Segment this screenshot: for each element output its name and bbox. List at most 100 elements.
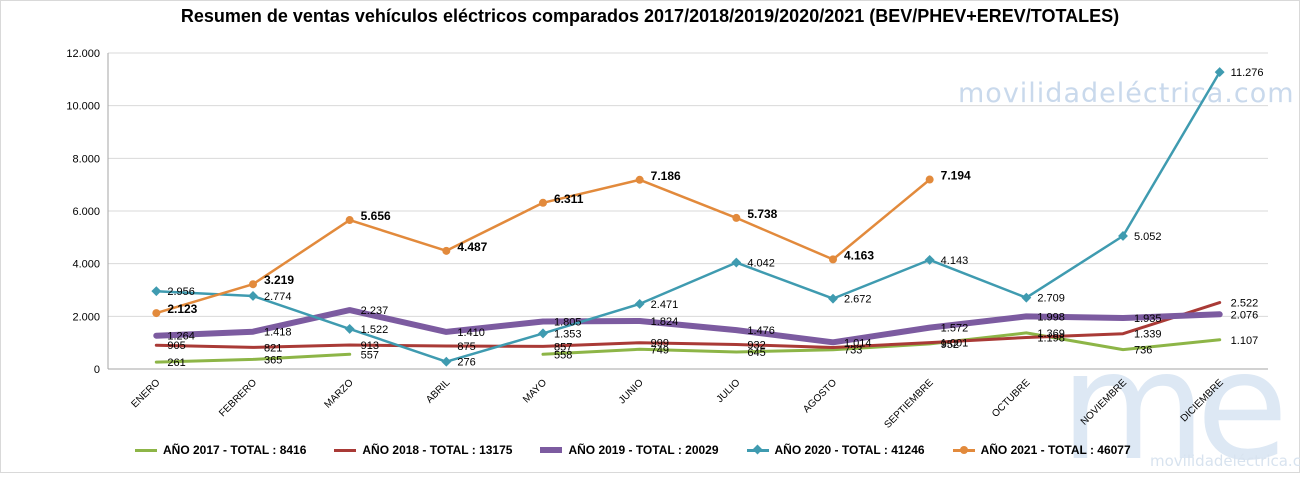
data-label: 1.522: [361, 324, 389, 336]
x-tick-label: FEBRERO: [217, 377, 259, 419]
data-label: 4.163: [844, 248, 874, 262]
x-tick-label: NOVIEMBRE: [1079, 377, 1129, 427]
data-point: [828, 293, 838, 304]
legend-item: AÑO 2018 - TOTAL : 13175: [334, 443, 512, 457]
data-label: 1.107: [1231, 335, 1259, 347]
data-label: 2.672: [844, 294, 872, 306]
legend-label: AÑO 2019 - TOTAL : 20029: [568, 443, 719, 457]
data-label: 261: [167, 357, 185, 369]
data-point: [538, 328, 548, 339]
data-label: 733: [844, 345, 862, 357]
legend-swatch: [952, 445, 975, 454]
x-tick-label: ENERO: [130, 377, 163, 410]
x-tick-label: AGOSTO: [801, 377, 839, 415]
legend-swatch: [334, 448, 357, 452]
data-label: 749: [651, 344, 669, 356]
x-tick-label: ABRIL: [424, 377, 453, 406]
watermark-text: movilidadeléctrica.com: [958, 78, 1295, 109]
data-label: 558: [554, 349, 572, 361]
data-labels: 261 365 557 558 749 645 733 952 1.369 736 1.107 905…: [167, 67, 1263, 369]
data-point: [829, 255, 837, 264]
data-label: 4.143: [941, 255, 969, 267]
legend-item: AÑO 2017 - TOTAL : 8416: [135, 443, 306, 457]
legend-swatch: [746, 444, 769, 454]
data-label: 2.237: [361, 305, 389, 317]
legend: AÑO 2017 - TOTAL : 8416 AÑO 2018 - TOTAL …: [135, 443, 1131, 457]
series-line: [153, 307, 1223, 346]
data-label: 857: [554, 341, 572, 353]
data-label: 1.410: [457, 327, 485, 339]
y-tick-label: 2.000: [72, 311, 100, 323]
series-lines: [151, 67, 1225, 367]
data-label: 645: [747, 347, 765, 359]
data-point: [925, 175, 934, 184]
x-tick-label: MARZO: [322, 377, 355, 410]
data-label: 1.476: [747, 325, 775, 337]
data-label: 1.998: [1037, 311, 1065, 323]
watermark-logo: me: [1060, 320, 1288, 494]
y-tick-label: 4.000: [72, 259, 100, 271]
data-point: [441, 356, 452, 367]
data-label: 1.353: [554, 328, 582, 340]
data-label: 1.014: [844, 337, 872, 349]
x-tick-label: JUNIO: [617, 377, 646, 406]
data-label: 932: [747, 339, 765, 351]
data-label: 11.276: [1231, 67, 1264, 79]
y-tick-label: 0: [94, 364, 100, 376]
y-tick-label: 12.000: [66, 48, 100, 60]
data-point: [539, 198, 547, 207]
data-label: 2.522: [1231, 298, 1259, 310]
data-label: 1.264: [167, 331, 195, 343]
data-label: 5.656: [361, 209, 391, 223]
data-point: [1118, 231, 1128, 241]
data-label: 6.311: [554, 192, 584, 206]
x-tick-label: SEPTIEMBRE: [882, 377, 936, 431]
watermark-footer-text: movilidadeléctrica.com: [1150, 452, 1300, 470]
x-tick-label: JULIO: [715, 377, 743, 405]
legend-label: AÑO 2017 - TOTAL : 8416: [163, 443, 307, 457]
legend-label: AÑO 2021 - TOTAL : 46077: [980, 443, 1131, 457]
data-point: [249, 280, 257, 289]
legend-item: AÑO 2019 - TOTAL : 20029: [540, 443, 719, 457]
legend-item: AÑO 2020 - TOTAL : 41246: [746, 443, 925, 457]
data-label: 557: [361, 349, 379, 361]
legend-item: AÑO 2021 - TOTAL : 46077: [952, 443, 1131, 457]
data-label: 5.738: [747, 207, 777, 221]
data-point: [442, 246, 451, 255]
data-label: 2.471: [651, 299, 679, 311]
data-label: 1.805: [554, 316, 582, 328]
data-label: 1.418: [264, 327, 292, 339]
y-tick-label: 10.000: [66, 101, 100, 113]
data-label: 1.001: [941, 338, 969, 350]
data-label: 2.956: [167, 286, 195, 298]
line-chart: 0 2.000 4.000 6.000 8.000 10.000 12.000 ENERO FE…: [66, 48, 1268, 431]
data-label: 3.219: [264, 273, 294, 287]
data-point: [248, 291, 258, 301]
data-label: 1.572: [941, 323, 969, 335]
data-label: 2.123: [167, 302, 197, 316]
series-line: [155, 70, 1221, 363]
legend-marker: [752, 444, 762, 454]
data-label: 4.042: [747, 258, 775, 270]
data-point: [732, 213, 741, 222]
data-label: 1.339: [1134, 329, 1162, 341]
x-tick-label: MAYO: [521, 377, 549, 405]
y-tick-label: 8.000: [72, 153, 100, 165]
x-tick-label: OCTUBRE: [990, 377, 1033, 420]
data-label: 276: [457, 357, 475, 369]
data-label: 736: [1134, 345, 1152, 357]
data-point: [344, 323, 355, 334]
data-point: [1214, 67, 1225, 78]
data-label: 1.369: [1037, 328, 1065, 340]
data-label: 4.487: [457, 240, 487, 254]
data-point: [634, 298, 645, 309]
legend-swatch: [135, 448, 157, 452]
data-point: [152, 309, 161, 318]
data-point: [151, 286, 162, 297]
legend-swatch: [540, 447, 563, 453]
legend-label: AÑO 2020 - TOTAL : 41246: [774, 443, 925, 457]
legend-marker: [959, 445, 968, 454]
y-tick-label: 6.000: [72, 206, 100, 218]
data-label: 7.194: [941, 169, 971, 183]
data-point: [635, 175, 644, 184]
